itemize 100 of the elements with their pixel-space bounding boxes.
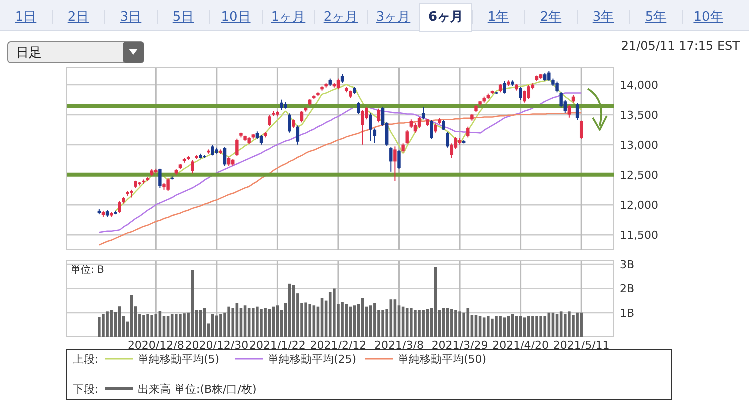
bar <box>414 310 417 337</box>
bar <box>345 304 348 337</box>
bar <box>540 316 542 337</box>
candlestick <box>336 78 340 90</box>
bar <box>333 288 336 337</box>
x-tick-label: 2020/12/30 <box>185 339 249 352</box>
candlestick <box>430 120 434 140</box>
bar <box>154 314 158 337</box>
text: 10日 <box>221 10 251 25</box>
bar <box>341 302 344 337</box>
candlestick <box>446 132 450 148</box>
legend-title: 上段: <box>73 353 99 366</box>
x-tick-label: 2021/3/29 <box>432 339 488 352</box>
bar <box>353 306 356 337</box>
candlestick <box>556 81 559 94</box>
text: 1ヶ月 <box>271 10 306 25</box>
candlestick <box>519 86 522 101</box>
candlestick <box>377 108 381 124</box>
bar <box>576 312 579 337</box>
text: 10年 <box>694 10 724 25</box>
bar <box>268 309 271 337</box>
bar <box>228 306 230 337</box>
bar <box>491 318 494 337</box>
candlestick <box>442 120 446 131</box>
y-tick-label: 3B <box>620 258 635 272</box>
candlestick <box>158 168 162 189</box>
candlestick <box>369 112 372 142</box>
candlestick <box>357 102 360 115</box>
x-tick-label: 2021/2/12 <box>310 339 367 352</box>
text: 21/05/11 17:15 EST <box>621 39 741 53</box>
candlestick <box>260 134 264 146</box>
y-tick-label: 2B <box>620 282 635 296</box>
candlestick <box>340 74 344 84</box>
text: 1日 <box>15 10 37 25</box>
candlestick <box>296 125 300 146</box>
text: 3年 <box>592 10 614 25</box>
x-tick-label: 2021/1/22 <box>249 339 306 352</box>
bar <box>98 317 101 337</box>
legend-label: 単純移動平均(50) <box>398 353 487 366</box>
bar <box>118 306 122 337</box>
candlestick <box>394 146 397 182</box>
y-tick-label: 12,500 <box>620 168 658 182</box>
bar <box>276 306 280 337</box>
candlestick <box>402 143 405 154</box>
bar <box>142 315 146 337</box>
bar <box>146 314 150 337</box>
candlestick <box>373 128 377 144</box>
x-tick-label: 2020/12/8 <box>128 339 184 352</box>
candlestick <box>211 144 214 156</box>
y-tick-label: 13,500 <box>620 108 658 122</box>
bar <box>175 314 178 337</box>
candlestick <box>227 156 231 168</box>
bar <box>418 310 421 337</box>
text: 2日 <box>68 10 90 25</box>
candlestick <box>503 80 506 94</box>
text: 3ヶ月 <box>376 10 411 25</box>
bar <box>304 302 308 337</box>
bar <box>568 312 571 337</box>
bar <box>458 312 462 337</box>
candlestick <box>390 146 393 172</box>
bar <box>308 304 312 337</box>
x-tick-label: 2021/3/8 <box>374 339 424 352</box>
candlestick <box>434 123 438 134</box>
bar <box>244 306 247 337</box>
bar <box>203 308 206 337</box>
candlestick <box>280 99 284 111</box>
candlestick <box>548 70 551 82</box>
candlestick <box>418 116 422 129</box>
candlestick <box>288 113 292 134</box>
candlestick <box>236 138 239 157</box>
candlestick <box>223 146 227 168</box>
legend-label: 出来高 単位:(B株/口/枚) <box>138 383 257 396</box>
bar <box>272 306 276 337</box>
text: 2ヶ月 <box>324 10 358 25</box>
candlestick <box>466 126 470 138</box>
bar <box>528 316 530 337</box>
x-tick-label: 2021/4/20 <box>492 339 550 352</box>
candlestick <box>523 90 526 104</box>
y-tick-label: 14,000 <box>620 78 658 92</box>
bar <box>106 312 109 337</box>
bar <box>179 314 182 337</box>
bar <box>252 308 255 337</box>
bar <box>102 314 105 337</box>
candlestick <box>560 92 563 108</box>
candlestick <box>398 150 401 170</box>
candlestick <box>300 110 304 124</box>
y-tick-label: 11,500 <box>620 228 658 242</box>
bar <box>486 316 490 337</box>
bar <box>580 312 583 337</box>
bar <box>442 308 446 337</box>
bar <box>410 308 413 337</box>
bar <box>260 309 263 337</box>
bar <box>390 300 393 337</box>
bar <box>220 314 222 337</box>
text: 5日 <box>172 10 194 25</box>
bar <box>248 308 251 337</box>
y-tick-label: 12,000 <box>620 198 658 212</box>
candlestick <box>527 84 531 100</box>
bar <box>312 306 316 337</box>
bar <box>560 312 563 337</box>
